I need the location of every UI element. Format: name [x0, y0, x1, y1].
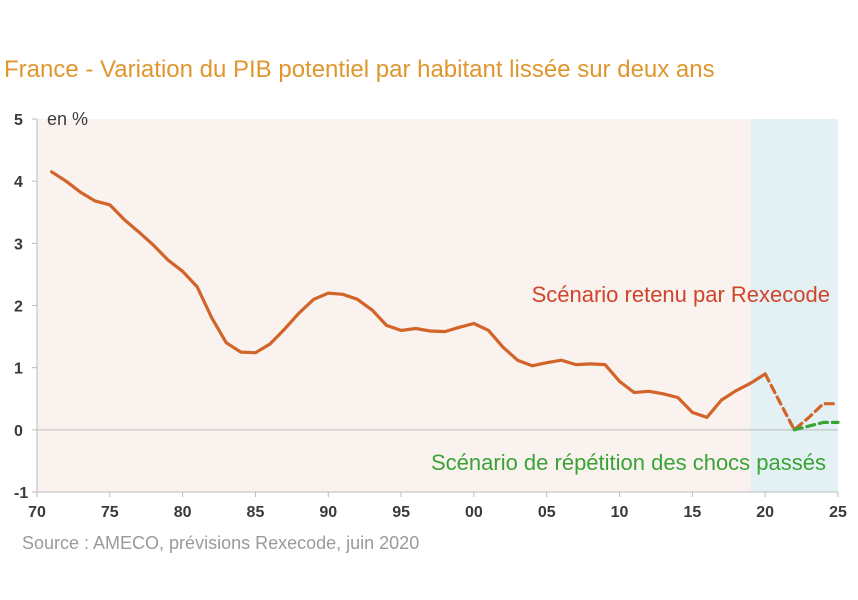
unit-label: en % — [47, 109, 88, 129]
y-axis-ticks: -1 0 1 2 3 4 5 — [14, 112, 37, 502]
series-layer — [49, 170, 840, 432]
x-tick-label: 80 — [174, 504, 192, 521]
y-tick-label: 5 — [14, 112, 23, 129]
x-tick-label: 20 — [756, 504, 774, 521]
series-label-rexecode: Scénario retenu par Rexecode — [532, 282, 830, 307]
series-line-history — [49, 170, 767, 419]
x-tick-label: 15 — [683, 504, 701, 521]
series-label-repetition: Scénario de répétition des chocs passés — [431, 450, 826, 475]
y-tick-label: 1 — [14, 361, 23, 378]
x-tick-label: 25 — [829, 504, 847, 521]
y-tick-label: 4 — [14, 174, 23, 191]
x-tick-label: 90 — [319, 504, 337, 521]
chart-title: France - Variation du PIB potentiel par … — [4, 56, 715, 83]
y-tick-label: 3 — [14, 236, 23, 253]
y-tick-label: -1 — [14, 485, 28, 502]
x-tick-label: 95 — [392, 504, 410, 521]
series-line-rexecode — [763, 372, 840, 432]
x-tick-label: 85 — [247, 504, 265, 521]
x-tick-label: 70 — [28, 504, 46, 521]
x-tick-label: 10 — [611, 504, 629, 521]
x-axis-ticks: 70 75 80 85 90 95 00 05 10 15 20 25 — [28, 492, 847, 521]
y-tick-label: 0 — [14, 423, 23, 440]
x-tick-label: 00 — [465, 504, 483, 521]
x-tick-label: 75 — [101, 504, 119, 521]
source-note: Source : AMECO, prévisions Rexecode, jui… — [22, 533, 420, 553]
y-tick-label: 2 — [14, 299, 23, 316]
series-line-repetition — [792, 420, 840, 432]
x-tick-label: 05 — [538, 504, 556, 521]
